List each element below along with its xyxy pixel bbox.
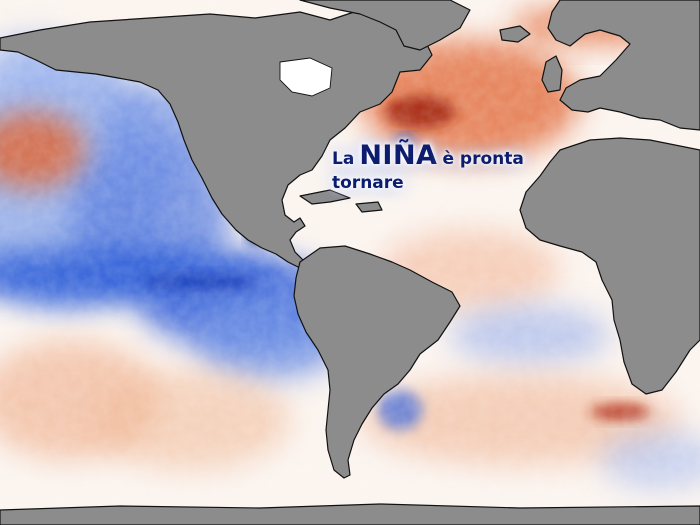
hudson-bay: [279, 57, 333, 97]
headline-suffix: è pronta: [442, 149, 524, 169]
landmass-south-america: [293, 245, 461, 479]
landmass-british-isles: [541, 55, 563, 93]
landmass-europe: [547, 0, 700, 131]
landmass-iceland: [499, 25, 531, 43]
landmass-hispaniola: [355, 201, 383, 213]
landmass-antarctica: [0, 503, 700, 525]
landmass-cuba: [299, 189, 351, 205]
headline-emphasis: NIÑA: [359, 140, 438, 171]
headline-line-2: tornare: [332, 173, 404, 193]
headline-prefix: La: [332, 149, 355, 169]
landmass-greenland: [299, 0, 471, 51]
landmass-africa: [519, 137, 700, 395]
headline-line-1: La NIÑA è pronta: [332, 142, 572, 169]
headline-caption: La NIÑA è pronta tornare: [332, 142, 572, 192]
